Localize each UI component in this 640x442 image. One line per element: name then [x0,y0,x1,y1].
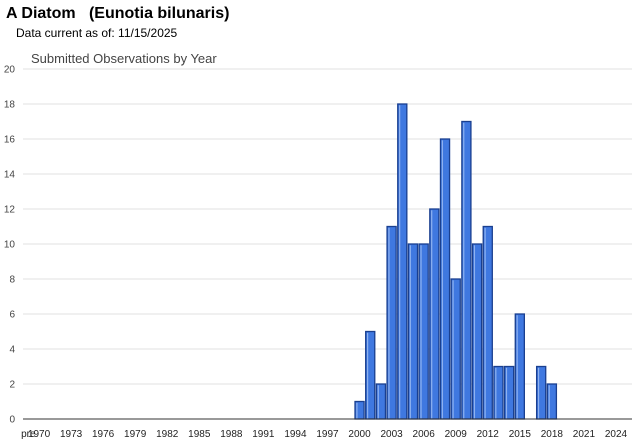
bar-highlight [409,245,411,419]
y-tick-label: 14 [4,170,16,181]
x-tick-label: 1973 [60,429,83,440]
x-tick-label: 1979 [124,429,147,440]
bar-highlight [431,210,433,419]
y-tick-label: 18 [4,100,16,111]
y-tick-label: 4 [9,345,15,356]
bar-highlight [356,402,358,419]
x-tick-label: 1991 [252,429,275,440]
x-tick-label: 2021 [573,429,596,440]
x-tick-label: 2024 [605,429,628,440]
x-tick-label: 1994 [284,429,307,440]
data-current-note: Data current as of: 11/15/2025 [16,26,178,40]
x-tick-label: 2018 [541,429,564,440]
bar-highlight [452,280,454,419]
y-tick-label: 2 [9,380,15,391]
y-tick-label: 10 [4,240,16,251]
x-tick-label: 2003 [380,429,403,440]
y-tick-label: 12 [4,205,16,216]
x-tick-label: 1970 [28,429,51,440]
bar-highlight [441,140,443,419]
bar-highlight [420,245,422,419]
bar-highlight [537,367,540,419]
y-tick-label: 8 [9,275,15,286]
x-tick-label: 1997 [316,429,339,440]
bar-highlight [548,385,550,419]
x-tick-label: 2006 [413,429,436,440]
bar-highlight [516,315,518,419]
x-tick-label: 1988 [220,429,243,440]
bar-highlight [473,245,476,419]
x-tick-label: 1976 [92,429,115,440]
x-tick-label: pre [21,429,36,440]
bar-highlight [484,227,486,419]
y-tick-label: 6 [9,310,15,321]
x-tick-label: 2000 [348,429,371,440]
bar-highlight [495,367,497,419]
bar-highlight [366,332,369,419]
y-tick-label: 20 [4,65,16,76]
page-title: A Diatom (Eunotia bilunaris) [6,5,230,22]
chart-title: Submitted Observations by Year [31,51,217,66]
x-tick-label: 2015 [509,429,532,440]
x-tick-label: 2009 [445,429,468,440]
x-tick-label: 2012 [477,429,500,440]
y-tick-label: 16 [4,135,16,146]
bar-highlight [377,385,379,419]
bar-highlight [388,227,390,419]
x-tick-label: 1985 [188,429,211,440]
bar-highlight [463,122,465,419]
y-tick-label: 0 [9,415,15,426]
bar-highlight [399,105,401,419]
x-tick-label: 1982 [156,429,179,440]
bar-highlight [505,367,508,419]
